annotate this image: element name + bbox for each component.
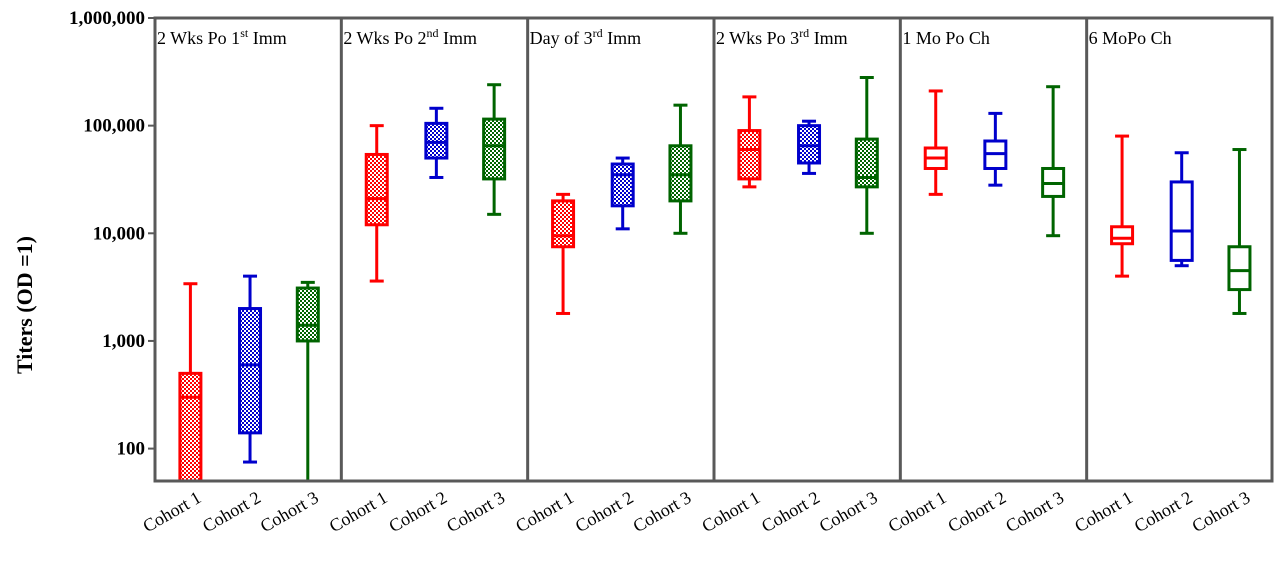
box-iqr	[178, 371, 203, 483]
y-tick-label: 100	[117, 439, 146, 460]
x-tick-label: Cohort 2	[572, 487, 637, 536]
y-axis: 100 1,000 10,000 100,000 1,000,000	[69, 8, 155, 460]
panel-title: 2 Wks Po 1st Imm	[157, 26, 287, 48]
y-tick-label: 1,000,000	[69, 8, 145, 29]
x-tick-label: Cohort 3	[443, 487, 508, 536]
box-iqr	[610, 162, 635, 208]
box-1	[551, 192, 576, 315]
box-3	[1227, 148, 1252, 315]
x-tick-label: Cohort 1	[139, 487, 204, 536]
x-tick-label: Cohort 2	[385, 487, 450, 536]
y-tick-label: 10,000	[93, 223, 145, 244]
box-iqr	[1110, 225, 1135, 246]
box-2	[797, 119, 822, 175]
x-tick-label: Cohort 2	[758, 487, 823, 536]
x-tick-label: Cohort 1	[512, 487, 577, 536]
panel-1: 2 Wks Po 1st Imm	[157, 26, 320, 483]
box-2	[1169, 151, 1194, 268]
box-1	[737, 95, 762, 189]
box-1	[923, 89, 948, 196]
panel-5: 1 Mo Po Ch	[902, 28, 1066, 238]
box-2	[610, 156, 635, 231]
panel-title: 2 Wks Po 2nd Imm	[343, 26, 477, 48]
box-1	[364, 124, 389, 283]
box-iqr	[238, 307, 263, 435]
x-tick-label: Cohort 1	[698, 487, 763, 536]
x-tick-label: Cohort 3	[629, 487, 694, 536]
box-3	[668, 103, 693, 235]
panel-6: 6 MoPo Ch	[1089, 28, 1252, 315]
box-iqr	[295, 286, 320, 343]
box-iqr	[854, 137, 879, 189]
box-iqr	[1169, 180, 1194, 262]
panel-title: 2 Wks Po 3rd Imm	[716, 26, 848, 48]
box-3	[854, 76, 879, 235]
panel-2: 2 Wks Po 2nd Imm	[343, 26, 507, 283]
box-iqr	[364, 152, 389, 227]
x-tick-label: Cohort 2	[1131, 487, 1196, 536]
box-3	[1041, 85, 1066, 238]
x-tick-label: Cohort 3	[1188, 487, 1253, 536]
box-iqr	[482, 117, 507, 181]
panel-3: Day of 3rd Imm	[530, 26, 693, 315]
box-2	[424, 106, 449, 179]
y-axis-label: Titers (OD =1)	[12, 236, 37, 374]
y-tick-label: 100,000	[83, 116, 145, 137]
x-tick-label: Cohort 1	[1071, 487, 1136, 536]
x-tick-label: Cohort 1	[885, 487, 950, 536]
box-iqr	[551, 199, 576, 249]
x-tick-label: Cohort 3	[1002, 487, 1067, 536]
panel-title: 6 MoPo Ch	[1089, 28, 1172, 48]
box-1	[1110, 134, 1135, 278]
box-3	[295, 280, 320, 483]
box-iqr	[1227, 245, 1252, 292]
panel-title: Day of 3rd Imm	[530, 26, 641, 48]
box-3	[482, 83, 507, 216]
x-tick-label: Cohort 1	[326, 487, 391, 536]
x-tick-label: Cohort 2	[199, 487, 264, 536]
box-2	[238, 274, 263, 464]
box-iqr	[424, 121, 449, 160]
x-tick-label: Cohort 3	[816, 487, 881, 536]
panels-group: 2 Wks Po 1st Imm 2 Wks Po 2nd Imm Day of 3…	[153, 16, 1274, 483]
box-iqr	[737, 129, 762, 181]
x-tick-label: Cohort 2	[944, 487, 1009, 536]
x-tick-label: Cohort 3	[257, 487, 322, 536]
y-tick-label: 1,000	[102, 331, 145, 352]
box-1	[178, 282, 203, 483]
panel-title: 1 Mo Po Ch	[902, 28, 990, 48]
panel-4: 2 Wks Po 3rd Imm	[716, 26, 879, 235]
box-2	[983, 111, 1008, 187]
